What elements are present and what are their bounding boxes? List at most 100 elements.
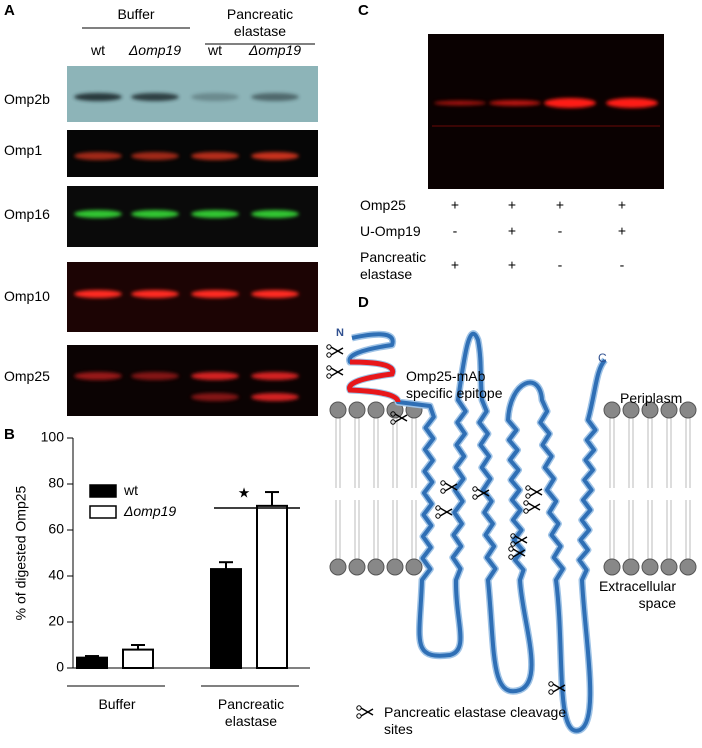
band (74, 210, 122, 218)
band (191, 393, 239, 401)
handle (326, 365, 332, 371)
group-label: Pancreatic elastase (226, 6, 294, 39)
blade (514, 536, 528, 545)
lane-label: wt (208, 42, 222, 58)
handle (326, 373, 332, 379)
lipid-head (679, 558, 697, 576)
band (74, 290, 122, 298)
bar (122, 648, 154, 669)
handle (356, 713, 362, 719)
scissors-icon (510, 533, 528, 547)
condition-mark: + (508, 223, 516, 239)
y-axis-label: % of digested Omp25 (13, 485, 29, 620)
bar (76, 656, 108, 670)
handle (548, 689, 554, 695)
row-label: U-Omp19 (360, 223, 421, 239)
lipid-head (405, 558, 423, 576)
blade (527, 503, 541, 512)
legend-swatch (89, 505, 117, 519)
lipid-head (641, 401, 659, 419)
lipid-head (329, 558, 347, 576)
band (489, 100, 541, 106)
blade (444, 483, 458, 492)
condition-mark: - (558, 223, 563, 239)
blade (512, 549, 526, 558)
blade (552, 683, 566, 692)
band (131, 372, 179, 380)
handle (510, 541, 516, 547)
lane-label: Δomp19 (128, 42, 182, 58)
legend-label: wt (124, 482, 138, 498)
y-tick-label: 60 (48, 521, 64, 537)
panel-label: C (358, 2, 369, 19)
lipid-head (603, 401, 621, 419)
row-label: Pancreatic elastase (360, 249, 427, 282)
group-label: Buffer (117, 6, 155, 22)
error-bar (219, 561, 233, 570)
row-label: Omp10 (4, 288, 50, 304)
handle (390, 411, 396, 417)
bar (210, 568, 242, 669)
band (191, 93, 239, 101)
scissors-icon (326, 365, 344, 379)
annotation: ★ (238, 485, 251, 501)
handle (326, 352, 332, 358)
band (74, 372, 122, 380)
condition-mark: + (451, 257, 459, 273)
condition-mark: + (451, 197, 459, 213)
lipid-head (641, 558, 659, 576)
handle (440, 480, 446, 486)
row-label: Omp1 (4, 142, 43, 158)
handle (435, 513, 441, 519)
band (191, 290, 239, 298)
handle (472, 494, 478, 500)
y-tick-label: 80 (48, 475, 64, 491)
lane-label: Δomp19 (248, 42, 302, 58)
legend-label: Δomp19 (124, 503, 177, 519)
handle (508, 546, 514, 552)
lipid-head (348, 558, 366, 576)
handle (508, 554, 514, 560)
blade (330, 368, 344, 377)
blade (512, 548, 526, 557)
lipid-head (329, 401, 347, 419)
handle (510, 533, 516, 539)
condition-mark: + (618, 223, 626, 239)
condition-mark: + (556, 197, 564, 213)
x-tick-label: Pancreatic elastase (217, 696, 285, 729)
scissors-icon (525, 485, 543, 499)
blade (444, 482, 458, 491)
row-label: Omp2b (4, 91, 50, 107)
band (251, 93, 299, 101)
lipid-head (367, 401, 385, 419)
blade (360, 707, 374, 716)
band (131, 93, 179, 101)
row-label: Omp25 (4, 368, 50, 384)
lipid-head (386, 558, 404, 576)
handle (326, 344, 332, 350)
y-tick-label: 20 (48, 613, 64, 629)
band (74, 93, 122, 101)
handle (525, 485, 531, 491)
blade (529, 488, 543, 497)
blade (527, 502, 541, 511)
lipid-head (622, 558, 640, 576)
lipid-head (660, 401, 678, 419)
blade (360, 708, 374, 717)
handle (523, 508, 529, 514)
handle (440, 488, 446, 494)
band (251, 152, 299, 160)
handle (390, 419, 396, 425)
epitope-label: Omp25-mAb specific epitope (406, 368, 503, 401)
scissors-icon (356, 705, 374, 719)
lane-label: wt (91, 42, 105, 58)
condition-mark: - (558, 257, 563, 273)
condition-mark: + (508, 257, 516, 273)
band (544, 98, 596, 108)
lipid-head (603, 558, 621, 576)
band (131, 290, 179, 298)
band (191, 372, 239, 380)
